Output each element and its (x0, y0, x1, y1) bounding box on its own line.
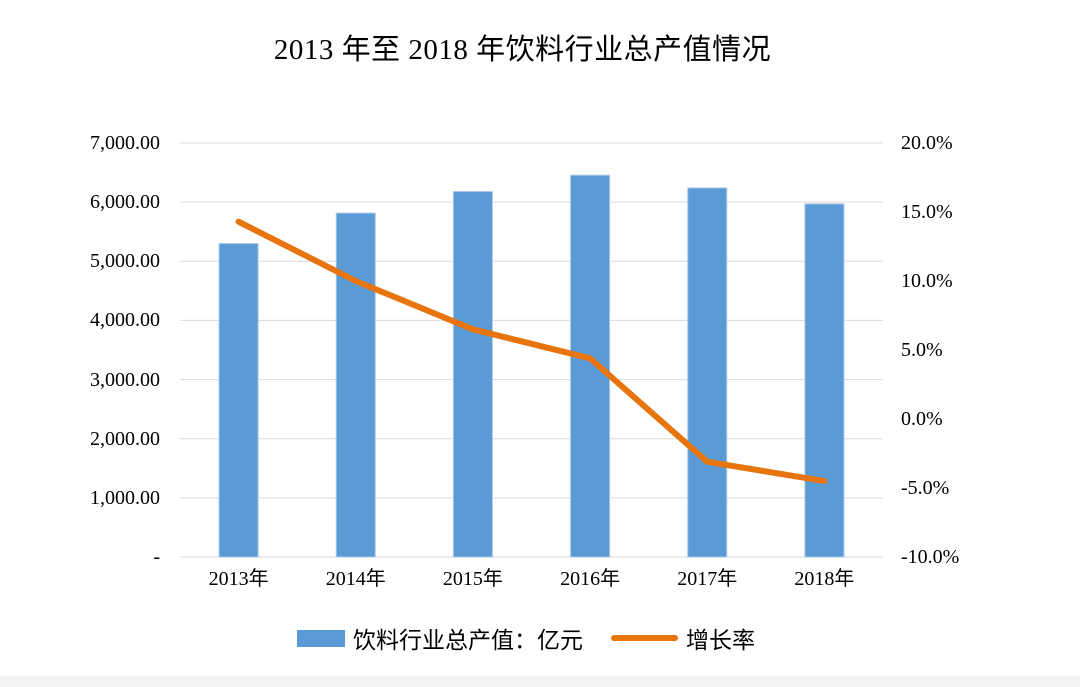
right-axis-tick: 10.0% (901, 270, 953, 292)
left-axis-tick: - (153, 546, 160, 568)
bar-2015年 (452, 190, 493, 558)
left-axis-tick: 2,000.00 (90, 427, 160, 450)
gridlines (180, 142, 883, 558)
growth-rate-line (235, 218, 828, 485)
left-axis-tick: 1,000.00 (90, 486, 160, 509)
bar-2013年 (218, 243, 259, 558)
right-axis-tick: 0.0% (901, 408, 943, 430)
left-axis-tick: 4,000.00 (90, 309, 160, 332)
x-axis-tick: 2018年 (794, 568, 855, 590)
right-axis-tick: 20.0% (901, 132, 953, 154)
right-axis-tick: 5.0% (901, 339, 943, 361)
left-axis-tick: 6,000.00 (90, 191, 160, 214)
bar-2018年 (804, 203, 845, 558)
legend-bar-label: 饮料行业总产值：亿元 (353, 628, 583, 653)
legend-line-swatch-icon (611, 635, 678, 641)
legend-bar-swatch-icon (297, 629, 345, 647)
right-axis-tick: -10.0% (901, 546, 960, 568)
bar-2017年 (687, 187, 728, 558)
x-axis-tick: 2016年 (560, 568, 621, 590)
right-axis-tick: 15.0% (901, 201, 953, 223)
chart-title: 2013 年至 2018 年饮料行业总产值情况 (273, 34, 772, 66)
x-axis-tick: 2014年 (325, 568, 386, 590)
right-axis-tick: -5.0% (901, 477, 950, 499)
left-axis-tick: 5,000.00 (90, 250, 160, 273)
page-bottom-margin (0, 676, 1080, 687)
bar-2016年 (570, 174, 611, 558)
bar-2014年 (335, 212, 376, 558)
legend: 饮料行业总产值：亿元 增长率 (297, 624, 755, 653)
left-axis-tick: 3,000.00 (90, 368, 160, 391)
x-axis-tick: 2017年 (677, 568, 738, 590)
line-series (235, 218, 828, 485)
legend-line-label: 增长率 (686, 628, 755, 653)
left-axis-tick: 7,000.00 (90, 132, 160, 154)
x-axis-tick: 2013年 (208, 568, 269, 590)
bar-series (218, 174, 845, 558)
x-axis-tick: 2015年 (442, 568, 503, 590)
